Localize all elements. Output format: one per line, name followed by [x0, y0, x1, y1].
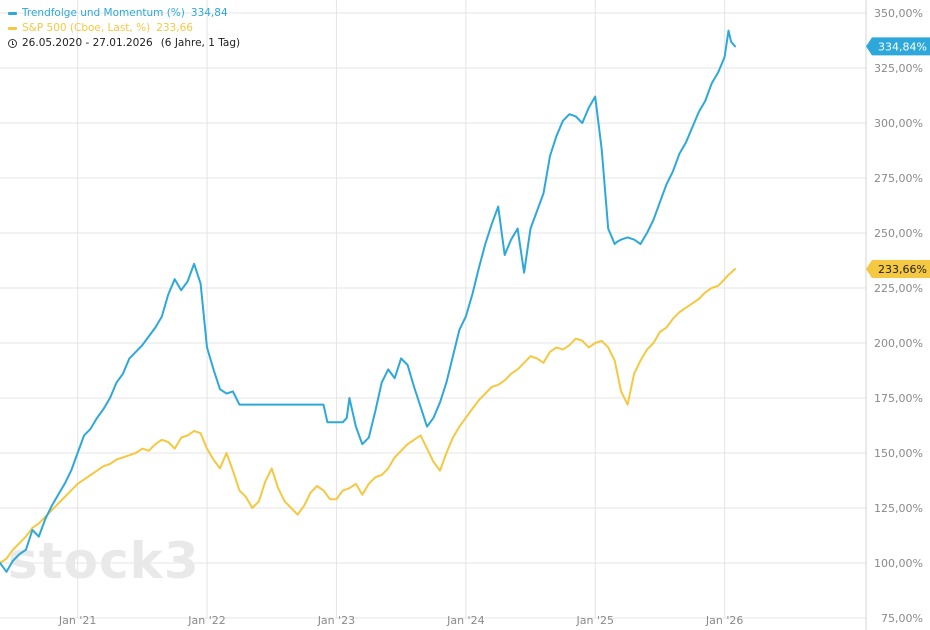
end-label-sp500: 233,66% [866, 259, 930, 278]
y-axis: 75,00% 100,00% 125,00% 150,00% 175,00% 200,00… [874, 7, 923, 625]
x-tick-label: Jan '25 [576, 614, 614, 627]
legend-item-trendfolge[interactable]: Trendfolge und Momentum (%) 334,84 [8, 6, 240, 21]
y-tick-label: 275,00% [874, 172, 923, 185]
y-tick-label: 175,00% [874, 392, 923, 405]
end-label-trendfolge: 334,84% [866, 37, 930, 56]
x-axis: Jan '21 Jan '22 Jan '23 Jan '24 Jan '25 Jan '… [58, 614, 743, 627]
legend-swatch-trendfolge [8, 12, 17, 15]
y-tick-label: 250,00% [874, 227, 923, 240]
clock-icon [8, 39, 17, 48]
legend-label-sp500: S&P 500 (Cboe, Last, %) [22, 22, 151, 34]
y-tick-label: 75,00% [881, 612, 923, 625]
x-tick-label: Jan '26 [705, 614, 743, 627]
y-tick-label: 225,00% [874, 282, 923, 295]
y-tick-label: 350,00% [874, 7, 923, 20]
x-tick-label: Jan '23 [317, 614, 355, 627]
end-labels: 334,84% 233,66% [866, 37, 930, 278]
y-tick-label: 125,00% [874, 502, 923, 515]
y-tick-label: 200,00% [874, 337, 923, 350]
y-tick-label: 100,00% [874, 557, 923, 570]
date-range-text: 26.05.2020 - 27.01.2026 [22, 37, 153, 49]
end-label-tag [866, 37, 930, 56]
x-tick-label: Jan '21 [58, 614, 96, 627]
legend-value-sp500: 233,66 [156, 22, 193, 34]
legend-label-trendfolge: Trendfolge und Momentum (%) [22, 7, 185, 19]
y-tick-label: 300,00% [874, 117, 923, 130]
y-tick-label: 150,00% [874, 447, 923, 460]
y-tick-label: 325,00% [874, 62, 923, 75]
legend-value-trendfolge: 334,84 [190, 7, 228, 19]
legend-date-range: 26.05.2020 - 27.01.2026 (6 Jahre, 1 Tag) [8, 36, 240, 51]
series-layer [0, 29, 736, 573]
x-tick-label: Jan '24 [446, 614, 484, 627]
date-range-duration: (6 Jahre, 1 Tag) [160, 37, 241, 49]
x-tick-label: Jan '22 [187, 614, 225, 627]
legend-item-sp500[interactable]: S&P 500 (Cboe, Last, %) 233,66 [8, 21, 240, 36]
legend: Trendfolge und Momentum (%) 334,84 S&P 5… [8, 6, 240, 51]
series-line-sp500 [0, 267, 736, 564]
end-label-tag [866, 259, 930, 278]
series-line-trendfolge [0, 29, 736, 573]
end-label-text: 334,84% [878, 40, 927, 53]
stock3-watermark: stock3 [8, 532, 200, 590]
legend-swatch-sp500 [8, 27, 17, 30]
end-label-text: 233,66% [878, 263, 927, 276]
